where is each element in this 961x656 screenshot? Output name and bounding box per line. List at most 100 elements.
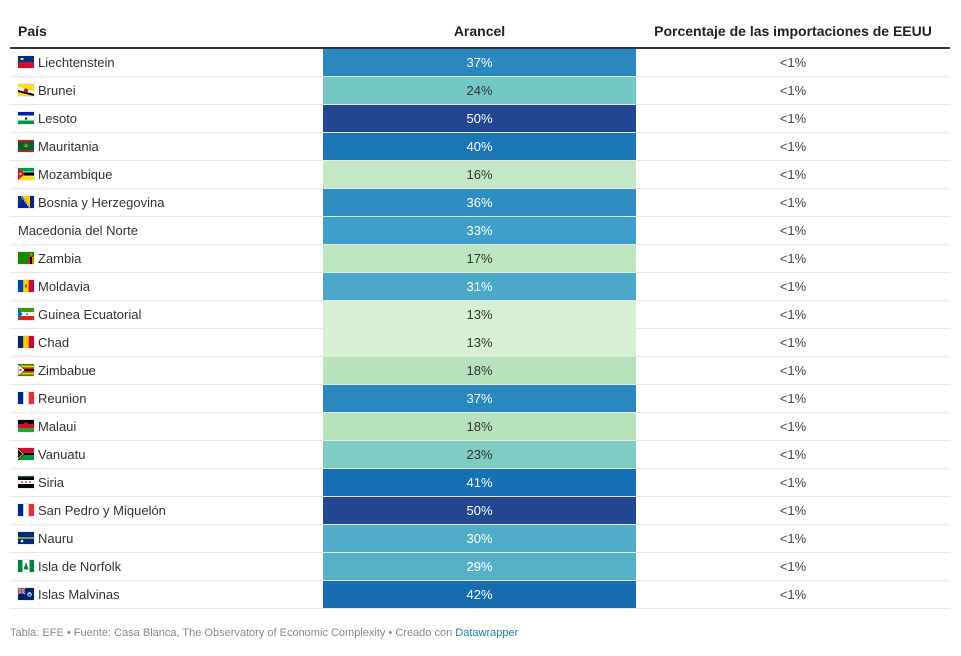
import-share-cell: <1% (636, 580, 950, 609)
table-row: Liechtenstein 37% <1% (10, 48, 950, 77)
zimbabwe-flag-icon (18, 364, 34, 376)
import-share-cell: <1% (636, 48, 950, 77)
tariff-cell: 37% (323, 384, 636, 413)
country-name: Reunion (38, 391, 87, 406)
table-row: Mauritania 40% <1% (10, 132, 950, 161)
country-name: Mauritania (38, 139, 99, 154)
brunei-flag-icon (18, 84, 34, 96)
table-row: San Pedro y Miquelón 50% <1% (10, 496, 950, 525)
import-share-cell: <1% (636, 468, 950, 497)
reunion-flag-icon (18, 392, 34, 404)
country-cell: Mozambique (10, 160, 323, 189)
column-header-country[interactable]: País (10, 14, 323, 49)
table-row: Zimbabue 18% <1% (10, 356, 950, 385)
liechtenstein-flag-icon (18, 56, 34, 68)
table-row: Brunei 24% <1% (10, 76, 950, 105)
table-row: Zambia 17% <1% (10, 244, 950, 273)
country-cell: Lesoto (10, 104, 323, 133)
country-cell: Isla de Norfolk (10, 552, 323, 581)
table-row: Chad 13% <1% (10, 328, 950, 357)
country-name: Lesoto (38, 111, 78, 126)
country-name: Malaui (38, 419, 77, 434)
chad-flag-icon (18, 336, 34, 348)
import-share-cell: <1% (636, 300, 950, 329)
mauritania-flag-icon (18, 140, 34, 152)
table-row: Malaui 18% <1% (10, 412, 950, 441)
import-share-cell: <1% (636, 132, 950, 161)
import-share-cell: <1% (636, 440, 950, 469)
table-row: Siria 41% <1% (10, 468, 950, 497)
tariff-cell: 13% (323, 328, 636, 357)
country-cell: Reunion (10, 384, 323, 413)
tariff-cell: 18% (323, 356, 636, 385)
country-cell: Islas Malvinas (10, 580, 323, 609)
country-cell: Macedonia del Norte (10, 216, 323, 245)
zambia-flag-icon (18, 252, 34, 264)
country-name: Moldavia (38, 279, 91, 294)
lesotho-flag-icon (18, 112, 34, 124)
import-share-cell: <1% (636, 216, 950, 245)
tariff-cell: 33% (323, 216, 636, 245)
tariff-cell: 23% (323, 440, 636, 469)
import-share-cell: <1% (636, 244, 950, 273)
tariff-cell: 41% (323, 468, 636, 497)
column-header-tariff[interactable]: Arancel (323, 14, 636, 49)
country-cell: Nauru (10, 524, 323, 553)
tariff-cell: 18% (323, 412, 636, 441)
tariff-cell: 50% (323, 104, 636, 133)
import-share-cell: <1% (636, 412, 950, 441)
table-row: Vanuatu 23% <1% (10, 440, 950, 469)
table-row: Reunion 37% <1% (10, 384, 950, 413)
import-share-cell: <1% (636, 384, 950, 413)
table-body: Liechtenstein 37% <1% Brunei 24% <1% Lesoto 50%… (10, 48, 950, 609)
tariff-cell: 24% (323, 76, 636, 105)
country-cell: Zimbabue (10, 356, 323, 385)
country-name: Mozambique (38, 167, 113, 182)
country-cell: Mauritania (10, 132, 323, 161)
import-share-cell: <1% (636, 552, 950, 581)
moldova-flag-icon (18, 280, 34, 292)
nauru-flag-icon (18, 532, 34, 544)
saint-pierre-flag-icon (18, 504, 34, 516)
import-share-cell: <1% (636, 104, 950, 133)
table-row: Macedonia del Norte 33% <1% (10, 216, 950, 245)
falklands-flag-icon (18, 588, 34, 600)
country-cell: Siria (10, 468, 323, 497)
tariff-cell: 29% (323, 552, 636, 581)
table-header: País Arancel Porcentaje de las importaci… (10, 14, 950, 49)
tariff-cell: 16% (323, 160, 636, 189)
table-row: Moldavia 31% <1% (10, 272, 950, 301)
country-cell: Brunei (10, 76, 323, 105)
country-name: Siria (38, 475, 65, 490)
datawrapper-link[interactable]: Datawrapper (455, 627, 519, 639)
country-cell: Bosnia y Herzegovina (10, 188, 323, 217)
tariff-cell: 31% (323, 272, 636, 301)
tariff-cell: 17% (323, 244, 636, 273)
country-cell: Malaui (10, 412, 323, 441)
bosnia-flag-icon (18, 196, 34, 208)
tariff-cell: 42% (323, 580, 636, 609)
import-share-cell: <1% (636, 496, 950, 525)
norfolk-flag-icon (18, 560, 34, 572)
import-share-cell: <1% (636, 524, 950, 553)
tariff-cell: 36% (323, 188, 636, 217)
import-share-cell: <1% (636, 356, 950, 385)
import-share-cell: <1% (636, 272, 950, 301)
footer-source: Tabla: EFE • Fuente: Casa Blanca, The Ob… (10, 627, 456, 639)
country-name: Brunei (38, 83, 76, 98)
table-row: Bosnia y Herzegovina 36% <1% (10, 188, 950, 217)
country-name: Zambia (38, 251, 82, 266)
country-name: Bosnia y Herzegovina (38, 195, 165, 210)
table-row: Islas Malvinas 42% <1% (10, 580, 950, 609)
import-share-cell: <1% (636, 160, 950, 189)
country-cell: Chad (10, 328, 323, 357)
country-name: Vanuatu (38, 447, 86, 462)
country-name: Liechtenstein (38, 55, 115, 70)
mozambique-flag-icon (18, 168, 34, 180)
country-name: Islas Malvinas (38, 587, 120, 602)
column-header-share[interactable]: Porcentaje de las importaciones de EEUU (636, 14, 950, 49)
footer-note: Tabla: EFE • Fuente: Casa Blanca, The Ob… (10, 627, 518, 639)
country-cell: Liechtenstein (10, 48, 323, 77)
country-name: Zimbabue (38, 363, 96, 378)
